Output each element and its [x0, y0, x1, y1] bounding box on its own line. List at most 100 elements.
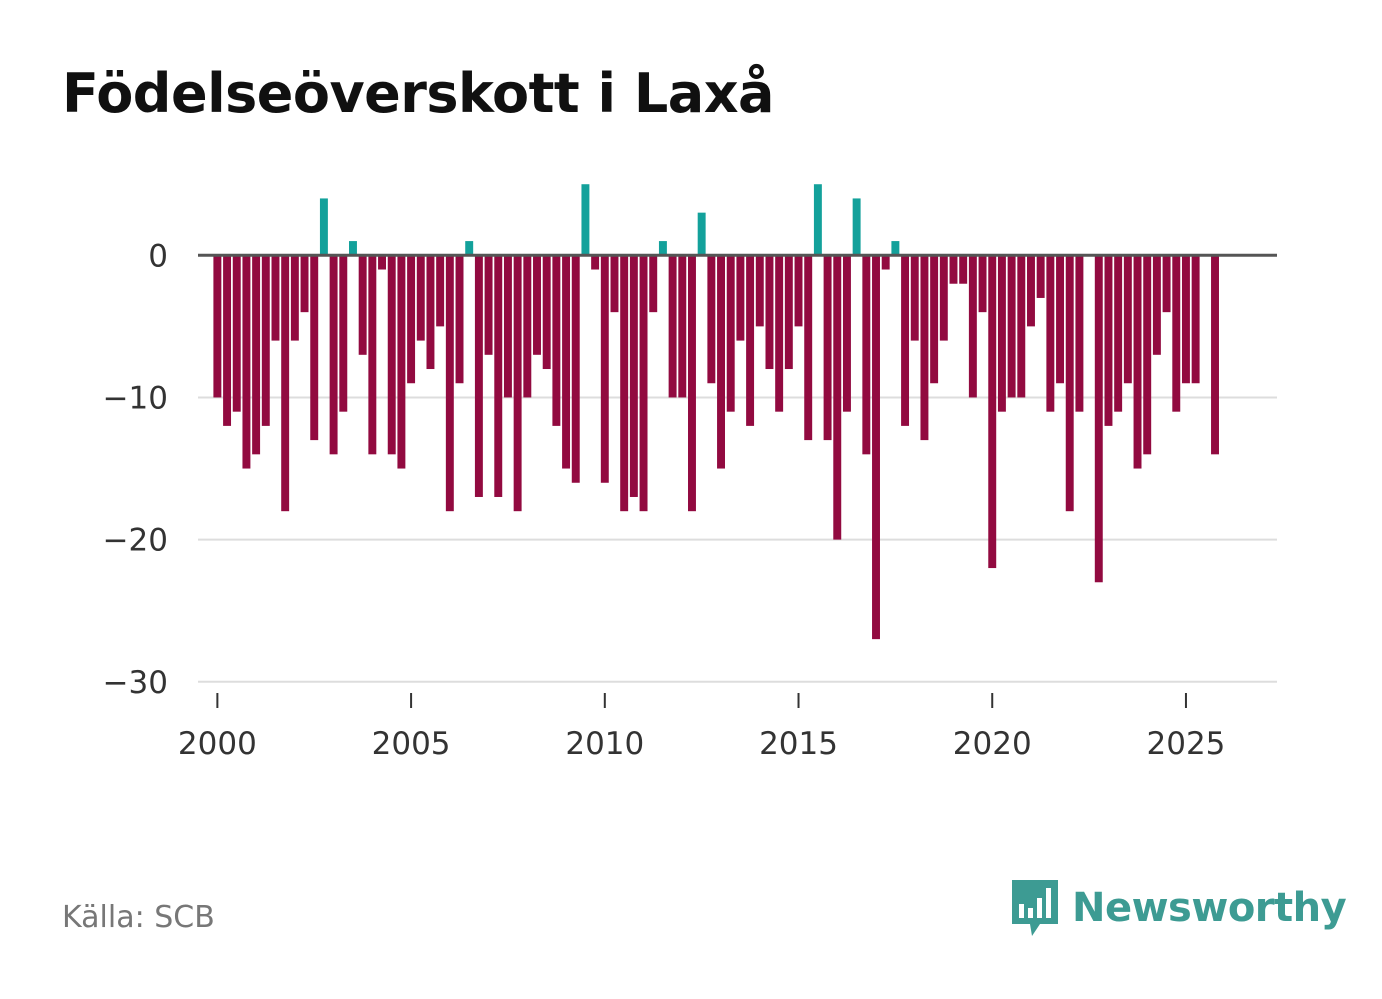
bar: [494, 255, 502, 497]
x-tick-label: 2025: [1147, 726, 1226, 762]
bar: [378, 255, 386, 269]
bar: [426, 255, 434, 369]
bar: [543, 255, 551, 369]
bar: [988, 255, 996, 568]
bar: [388, 255, 396, 454]
brand: Newsworthy: [1010, 878, 1346, 938]
x-tick-label: 2020: [953, 726, 1032, 762]
bar: [795, 255, 803, 326]
y-tick-label: 0: [148, 238, 168, 274]
bar: [940, 255, 948, 340]
bar: [475, 255, 483, 497]
bar: [397, 255, 405, 468]
source-label: Källa: SCB: [62, 900, 215, 935]
bar: [833, 255, 841, 539]
bar: [785, 255, 793, 369]
bar: [349, 241, 357, 255]
x-tick-label: 2005: [372, 726, 451, 762]
bar: [1114, 255, 1122, 411]
bar: [1124, 255, 1132, 383]
bar: [930, 255, 938, 383]
bar: [572, 255, 580, 482]
bar: [1105, 255, 1113, 426]
y-axis-ticks: 0 −10 −20 −30: [103, 238, 168, 700]
bar: [882, 255, 890, 269]
bar: [775, 255, 783, 411]
bar: [969, 255, 977, 397]
bar: [272, 255, 280, 340]
bar: [920, 255, 928, 440]
bar: [465, 241, 473, 255]
bar: [1095, 255, 1103, 582]
bars: [213, 184, 1219, 639]
bar: [281, 255, 289, 511]
bar: [727, 255, 735, 411]
bar: [872, 255, 880, 639]
bar: [368, 255, 376, 454]
bar: [601, 255, 609, 482]
bar: [1182, 255, 1190, 383]
bar: [1066, 255, 1074, 511]
bar: [853, 198, 861, 255]
bar: [417, 255, 425, 340]
bar: [717, 255, 725, 468]
bar: [707, 255, 715, 383]
bar: [1017, 255, 1025, 397]
bar: [640, 255, 648, 511]
bar: [649, 255, 657, 312]
bar: [736, 255, 744, 340]
bar: [1172, 255, 1180, 411]
bar: [1211, 255, 1219, 454]
bar: [291, 255, 299, 340]
bar: [1163, 255, 1171, 312]
bar: [746, 255, 754, 426]
bar: [698, 213, 706, 256]
bar: [620, 255, 628, 511]
bar: [1192, 255, 1200, 383]
bar: [804, 255, 812, 440]
bar: [1075, 255, 1083, 411]
bar: [514, 255, 522, 511]
bar: [523, 255, 531, 397]
y-tick-label: −10: [103, 380, 168, 416]
bar: [262, 255, 270, 426]
x-tick-label: 2010: [565, 726, 644, 762]
bar: [688, 255, 696, 511]
bar: [436, 255, 444, 326]
bar: [407, 255, 415, 383]
bar: [1153, 255, 1161, 355]
bar: [301, 255, 309, 312]
bar: [814, 184, 822, 255]
newsworthy-logo-icon: [1010, 878, 1060, 938]
bar: [824, 255, 832, 440]
bar: [359, 255, 367, 355]
bar: [1056, 255, 1064, 383]
bar: [659, 241, 667, 255]
bar: [911, 255, 919, 340]
bar: [533, 255, 541, 355]
brand-name: Newsworthy: [1072, 885, 1346, 931]
bar: [843, 255, 851, 411]
bar: [611, 255, 619, 312]
bar: [339, 255, 347, 411]
bar: [630, 255, 638, 497]
y-tick-label: −30: [103, 665, 168, 701]
bar: [756, 255, 764, 326]
bar: [891, 241, 899, 255]
bar-chart: 0−10−20−30 2000 2005 2010 2015 2020 2025: [0, 0, 1382, 820]
bar: [456, 255, 464, 383]
bar: [233, 255, 241, 411]
bar: [959, 255, 967, 283]
bar: [252, 255, 260, 454]
bar: [504, 255, 512, 397]
bar: [581, 184, 589, 255]
y-tick-label: −20: [103, 523, 168, 559]
bar: [1037, 255, 1045, 298]
bar: [330, 255, 338, 454]
bar: [1134, 255, 1142, 468]
bar: [979, 255, 987, 312]
bar: [552, 255, 560, 426]
x-axis-ticks: 2000 2005 2010 2015 2020 2025: [178, 693, 1225, 762]
bar: [901, 255, 909, 426]
bar: [310, 255, 318, 440]
